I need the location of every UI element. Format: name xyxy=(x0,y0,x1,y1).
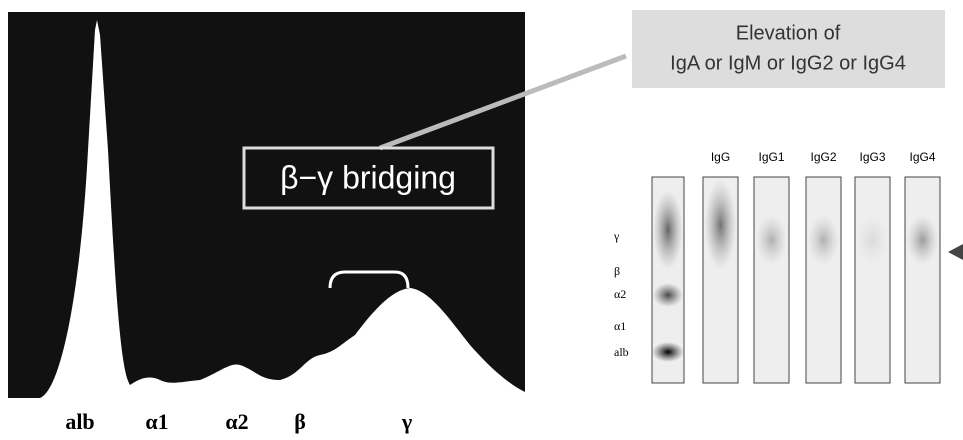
lane xyxy=(855,177,890,383)
band-label: β xyxy=(614,264,620,278)
lane xyxy=(905,177,940,383)
band xyxy=(857,215,889,265)
lane-header: IgG4 xyxy=(909,150,935,164)
band xyxy=(756,215,788,265)
fraction-label: alb xyxy=(65,409,94,434)
band xyxy=(653,190,683,270)
band xyxy=(653,283,683,307)
band xyxy=(652,342,684,362)
band-label: γ xyxy=(613,229,620,243)
band-label: α1 xyxy=(614,319,626,333)
callout-text: Elevation of xyxy=(736,22,841,44)
figure: β−γ bridging Elevation of IgA or IgM or … xyxy=(0,0,963,440)
lane-header: IgG1 xyxy=(758,150,784,164)
fraction-label: γ xyxy=(401,409,412,434)
lane-header: IgG2 xyxy=(810,150,836,164)
callout-text: IgA or IgM or IgG2 or IgG4 xyxy=(670,52,906,74)
band xyxy=(705,180,737,270)
fraction-label: α1 xyxy=(145,409,168,434)
lane xyxy=(754,177,789,383)
lane-header: IgG3 xyxy=(859,150,885,164)
band-label: α2 xyxy=(614,287,626,301)
fraction-label: α2 xyxy=(225,409,248,434)
fraction-label: β xyxy=(294,409,306,434)
lane-header: IgG xyxy=(711,150,730,164)
band xyxy=(907,215,939,265)
band xyxy=(808,215,840,265)
band-label: alb xyxy=(614,345,629,359)
bridging-label: β−γ bridging xyxy=(280,159,456,195)
lane xyxy=(806,177,841,383)
arrowhead xyxy=(948,244,963,260)
